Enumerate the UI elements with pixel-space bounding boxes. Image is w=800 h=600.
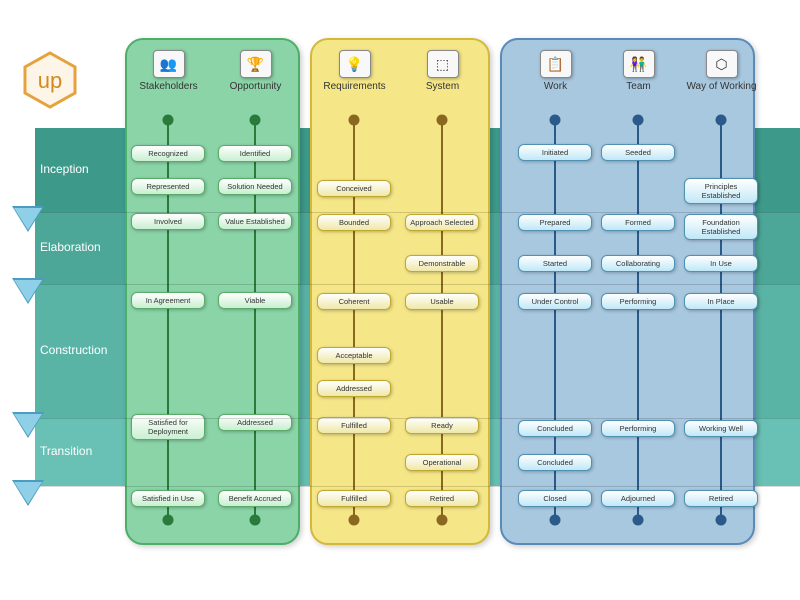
milestone-triangle-icon bbox=[14, 208, 42, 230]
track-dot bbox=[163, 515, 174, 526]
state-card: Under Control bbox=[518, 293, 592, 310]
state-card: Solution Needed bbox=[218, 178, 292, 195]
state-card: Bounded bbox=[317, 214, 391, 231]
alpha-icon: 👥 bbox=[153, 50, 185, 78]
alpha-header: 📋 Work bbox=[513, 50, 598, 92]
alpha-icon: 📋 bbox=[540, 50, 572, 78]
alpha-label: Stakeholders bbox=[126, 81, 211, 92]
state-card: Formed bbox=[601, 214, 675, 231]
milestone-triangle-icon bbox=[14, 414, 42, 436]
phase-label: Construction bbox=[40, 343, 107, 357]
state-card: Performing bbox=[601, 293, 675, 310]
track-dot bbox=[716, 115, 727, 126]
track-dot bbox=[437, 115, 448, 126]
state-card: Foundation Established bbox=[684, 214, 758, 240]
state-card: Acceptable bbox=[317, 347, 391, 364]
state-card: Ready bbox=[405, 417, 479, 434]
state-card: In Agreement bbox=[131, 292, 205, 309]
alpha-icon: ⬚ bbox=[427, 50, 459, 78]
milestone-triangle-icon bbox=[14, 280, 42, 302]
phase-separator bbox=[35, 486, 800, 487]
track-dot bbox=[437, 515, 448, 526]
state-card: Started bbox=[518, 255, 592, 272]
track-dot bbox=[349, 515, 360, 526]
state-card: Concluded bbox=[518, 454, 592, 471]
alpha-label: System bbox=[400, 81, 485, 92]
alpha-label: Way of Working bbox=[679, 81, 764, 92]
state-card: Approach Selected bbox=[405, 214, 479, 231]
state-card: Collaborating bbox=[601, 255, 675, 272]
alpha-header: ⬡ Way of Working bbox=[679, 50, 764, 92]
state-card: Seeded bbox=[601, 144, 675, 161]
alpha-header: ⬚ System bbox=[400, 50, 485, 92]
track-dot bbox=[633, 515, 644, 526]
alpha-label: Requirements bbox=[312, 81, 397, 92]
state-card: Fulfilled bbox=[317, 417, 391, 434]
phase-separator bbox=[35, 212, 800, 213]
alpha-label: Work bbox=[513, 81, 598, 92]
state-card: Value Established bbox=[218, 213, 292, 230]
state-card: Closed bbox=[518, 490, 592, 507]
alpha-icon: 💡 bbox=[339, 50, 371, 78]
alpha-header: 💡 Requirements bbox=[312, 50, 397, 92]
state-card: Initiated bbox=[518, 144, 592, 161]
track-dot bbox=[349, 115, 360, 126]
state-card: Involved bbox=[131, 213, 205, 230]
alpha-icon: 🏆 bbox=[240, 50, 272, 78]
state-card: Retired bbox=[684, 490, 758, 507]
state-card: Fulfilled bbox=[317, 490, 391, 507]
state-card: Working Well bbox=[684, 420, 758, 437]
state-card: Principles Established bbox=[684, 178, 758, 204]
alpha-header: 👥 Stakeholders bbox=[126, 50, 211, 92]
phase-label: Elaboration bbox=[40, 240, 101, 254]
alpha-label: Team bbox=[596, 81, 681, 92]
track-dot bbox=[163, 115, 174, 126]
phase-separator bbox=[35, 284, 800, 285]
alpha-track bbox=[637, 120, 639, 520]
state-card: Represented bbox=[131, 178, 205, 195]
state-card: Prepared bbox=[518, 214, 592, 231]
alpha-icon: ⬡ bbox=[706, 50, 738, 78]
track-dot bbox=[250, 515, 261, 526]
alpha-header: 🏆 Opportunity bbox=[213, 50, 298, 92]
svg-text:up: up bbox=[38, 68, 62, 93]
alpha-header: 👫 Team bbox=[596, 50, 681, 92]
state-card: Addressed bbox=[317, 380, 391, 397]
phase-label: Inception bbox=[40, 162, 89, 176]
phase-separator bbox=[35, 418, 800, 419]
state-card: In Use bbox=[684, 255, 758, 272]
state-card: Viable bbox=[218, 292, 292, 309]
track-dot bbox=[250, 115, 261, 126]
state-card: Conceived bbox=[317, 180, 391, 197]
state-card: Identified bbox=[218, 145, 292, 162]
state-card: Coherent bbox=[317, 293, 391, 310]
state-card: Performing bbox=[601, 420, 675, 437]
state-card: Demonstrable bbox=[405, 255, 479, 272]
alpha-label: Opportunity bbox=[213, 81, 298, 92]
logo: up bbox=[20, 50, 80, 110]
milestone-triangle-icon bbox=[14, 482, 42, 504]
state-card: Usable bbox=[405, 293, 479, 310]
state-card: Benefit Accrued bbox=[218, 490, 292, 507]
track-dot bbox=[550, 515, 561, 526]
state-card: Operational bbox=[405, 454, 479, 471]
track-dot bbox=[633, 115, 644, 126]
state-card: Adjourned bbox=[601, 490, 675, 507]
state-card: Satisfied in Use bbox=[131, 490, 205, 507]
track-dot bbox=[716, 515, 727, 526]
track-dot bbox=[550, 115, 561, 126]
alpha-icon: 👫 bbox=[623, 50, 655, 78]
state-card: Retired bbox=[405, 490, 479, 507]
state-card: Addressed bbox=[218, 414, 292, 431]
state-card: Concluded bbox=[518, 420, 592, 437]
phase-label: Transition bbox=[40, 444, 92, 458]
state-card: Recognized bbox=[131, 145, 205, 162]
state-card: In Place bbox=[684, 293, 758, 310]
